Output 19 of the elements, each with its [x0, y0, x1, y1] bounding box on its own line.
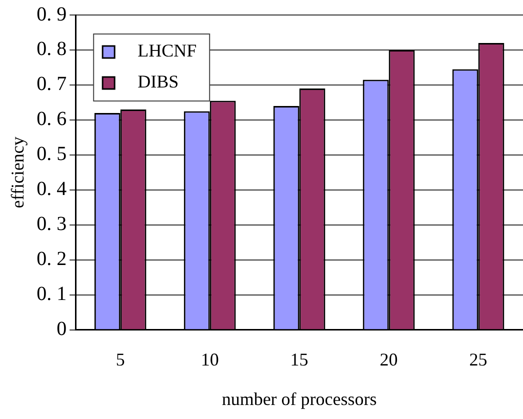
y-axis-title: efficiency	[8, 136, 28, 208]
y-tick-label: 0	[56, 318, 67, 340]
y-tick-label: 0. 4	[36, 178, 67, 200]
y-tick-label: 0. 8	[36, 38, 67, 60]
y-tick-label: 0. 3	[36, 213, 67, 236]
x-tick-label: 20	[380, 349, 398, 370]
x-tick-label: 10	[200, 349, 219, 370]
legend-label: LHCNF	[138, 40, 197, 61]
x-tick-label: 15	[290, 349, 308, 370]
y-tick-label: 0. 7	[36, 73, 67, 96]
x-tick-label: 25	[469, 349, 488, 370]
y-tick-label: 0. 2	[36, 248, 67, 270]
x-tick-label: 5	[116, 349, 125, 370]
x-axis-title: number of processors	[222, 388, 377, 409]
legend-label: DIBS	[138, 72, 179, 92]
y-tick-label: 0. 6	[36, 108, 67, 130]
y-tick-label: 0. 5	[36, 143, 67, 166]
y-tick-label: 0. 1	[36, 283, 67, 306]
y-tick-label: 0. 9	[36, 3, 67, 26]
